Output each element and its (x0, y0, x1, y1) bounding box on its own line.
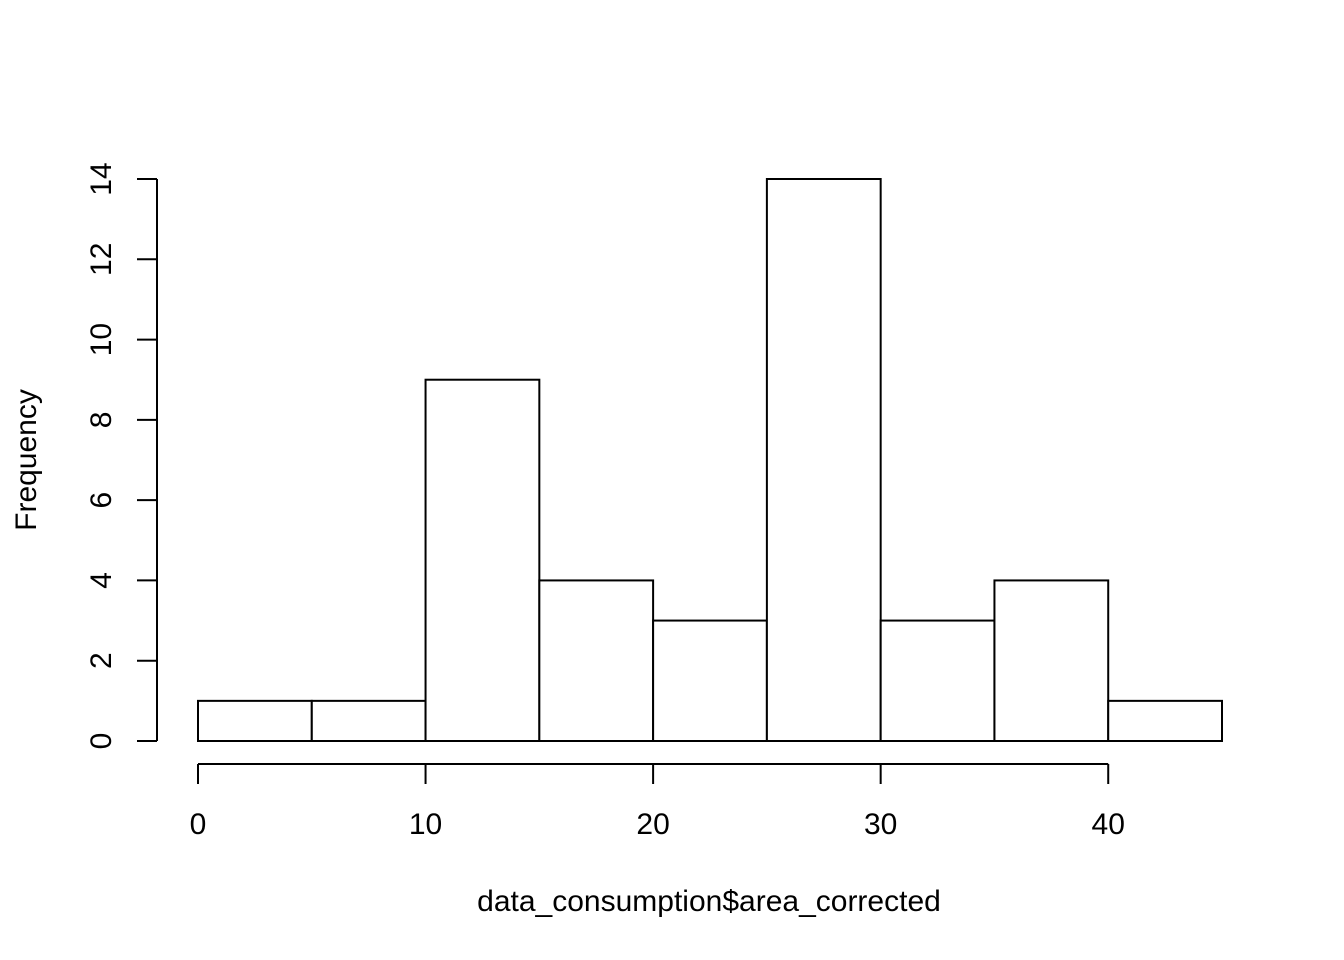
y-tick-label: 10 (85, 323, 118, 356)
histogram-bars (197, 178, 1223, 743)
y-tick-label: 8 (85, 412, 118, 429)
x-tick-label: 30 (864, 808, 897, 841)
histogram-bar (1107, 699, 1223, 742)
x-tick-label: 0 (190, 808, 207, 841)
x-tick-label: 20 (636, 808, 669, 841)
histogram-bar (765, 178, 882, 742)
histogram-bar (310, 699, 427, 742)
x-tick-label: 40 (1092, 808, 1125, 841)
x-tick-label: 10 (409, 808, 442, 841)
y-axis: 0 2 4 6 8 10 12 14 (85, 162, 158, 750)
y-axis-title: Frequency (10, 389, 43, 531)
x-axis: 0 10 20 30 40 (190, 763, 1125, 841)
y-tick-label: 6 (85, 492, 118, 509)
histogram-bar (993, 579, 1110, 743)
y-tick-label: 4 (85, 572, 118, 589)
histogram-bar (197, 699, 313, 742)
y-tick-label: 2 (85, 652, 118, 669)
y-tick-label: 14 (85, 162, 118, 195)
histogram-bar (879, 619, 996, 742)
x-axis-title: data_consumption$area_corrected (477, 885, 941, 918)
histogram-bar (424, 378, 541, 742)
y-tick-label: 0 (85, 733, 118, 750)
histogram-bar (652, 619, 768, 742)
histogram-bar (538, 579, 655, 743)
y-tick-label: 12 (85, 243, 118, 276)
